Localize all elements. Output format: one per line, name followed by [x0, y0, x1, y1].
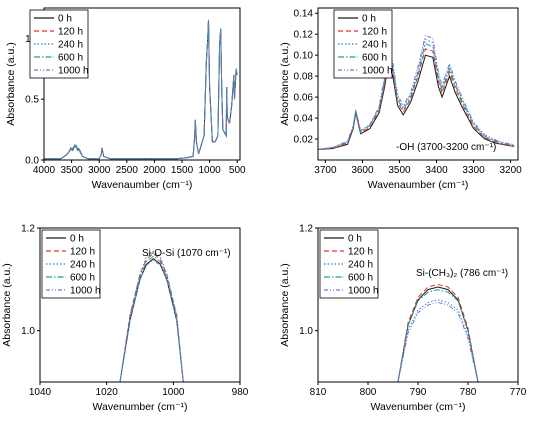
- x-tick-label: 1000: [162, 387, 185, 398]
- series-line-240h: [119, 250, 184, 382]
- x-tick-label: 3600: [351, 165, 374, 176]
- y-tick-label: 1.2: [21, 224, 35, 235]
- legend-entry: 600 h: [58, 53, 83, 64]
- x-tick-label: 980: [232, 387, 249, 398]
- chart-panel-bottom-left: 1040 1020 1000 980 1.0 1.2 Wavenumber (cm⁻¹) Ab…: [1, 224, 249, 414]
- x-tick-label: 3400: [425, 165, 448, 176]
- series-line-1000h: [318, 34, 515, 150]
- x-tick-label: 810: [310, 387, 327, 398]
- legend-entry: 120 h: [362, 27, 387, 38]
- x-tick-label: 1500: [171, 165, 194, 176]
- legend-entry: 240 h: [348, 260, 373, 271]
- legend-entry: 1000 h: [70, 286, 101, 297]
- x-tick-label: 790: [410, 387, 427, 398]
- chart-panel-top-left: 40003500300025002000150010005000.00.51.0…: [5, 7, 246, 191]
- y-tick-label: 1.2: [299, 224, 313, 235]
- legend-entry: 1000 h: [348, 286, 379, 297]
- plot-frame: [317, 7, 519, 161]
- series-line-600h: [119, 255, 184, 382]
- legend-entry: 120 h: [70, 247, 95, 258]
- legend: 0 h 120 h 240 h 600 h 1000 h: [41, 229, 101, 299]
- y-tick-label: 0.08: [294, 72, 314, 83]
- annotation-label: Si-O-Si (1070 cm⁻¹): [142, 248, 231, 259]
- series-line-120h: [397, 283, 479, 382]
- plot-frame: [39, 227, 241, 383]
- x-tick-label: 770: [510, 387, 527, 398]
- legend-entry: 600 h: [362, 53, 387, 64]
- legend-entry: 0 h: [362, 14, 376, 25]
- y-axis-label: Absorbance (a.u.): [5, 42, 17, 125]
- x-axis-label: Wavenaumber (cm⁻¹): [92, 179, 193, 191]
- x-tick-label: 3200: [499, 165, 522, 176]
- legend-entry: 0 h: [348, 234, 362, 245]
- y-tick-label: 0.5: [25, 95, 39, 106]
- y-tick-label: 0.10: [294, 51, 314, 62]
- legend-entry: 600 h: [70, 273, 95, 284]
- x-tick-label: 3500: [388, 165, 411, 176]
- legend-entry: 1000 h: [362, 66, 393, 77]
- x-tick-label: 2000: [143, 165, 166, 176]
- legend-box: [41, 229, 101, 299]
- y-axis-label: Absorbance (a.u.): [1, 263, 13, 346]
- legend-entry: 0 h: [70, 234, 84, 245]
- x-axis-label: Wavenumber (cm⁻¹): [93, 401, 188, 413]
- y-tick-label: 0.0: [25, 156, 39, 167]
- y-tick-label: 0.04: [294, 114, 314, 125]
- x-tick-label: 3500: [60, 165, 83, 176]
- legend-entry: 240 h: [58, 40, 83, 51]
- legend-entry: 240 h: [70, 260, 95, 271]
- legend-entry: 600 h: [348, 273, 373, 284]
- x-tick-label: 1040: [29, 387, 52, 398]
- legend: 0 h 120 h 240 h 600 h 1000 h: [319, 229, 379, 299]
- y-tick-label: 0.02: [294, 135, 314, 146]
- x-tick-label: 2500: [116, 165, 139, 176]
- legend-entry: 0 h: [58, 14, 72, 25]
- legend-entry: 240 h: [362, 40, 387, 51]
- x-tick-label: 800: [360, 387, 377, 398]
- plot-frame: [43, 7, 241, 161]
- x-tick-label: 3000: [88, 165, 111, 176]
- series-line-600h: [44, 20, 238, 160]
- series-line-1000h: [119, 259, 184, 382]
- y-tick-label: 0.06: [294, 93, 314, 104]
- legend: 0 h 120 h 240 h 600 h 1000 h: [29, 9, 89, 79]
- legend-box: [319, 229, 379, 299]
- legend-entry: 120 h: [58, 27, 83, 38]
- x-tick-label: 500: [229, 165, 246, 176]
- x-tick-label: 780: [460, 387, 477, 398]
- series-line-600h: [397, 289, 479, 382]
- series-line-1000h: [397, 301, 479, 382]
- legend-box: [29, 9, 89, 79]
- x-tick-label: 3300: [462, 165, 485, 176]
- x-tick-label: 1000: [199, 165, 222, 176]
- series-line-120h: [318, 48, 515, 150]
- x-tick-label: 3700: [314, 165, 337, 176]
- y-tick-label: 0.14: [294, 9, 314, 20]
- x-tick-label: 1020: [96, 387, 119, 398]
- annotation-label: -OH (3700-3200 cm⁻¹): [396, 142, 496, 153]
- y-tick-label: 0.12: [294, 30, 314, 41]
- legend: 0 h 120 h 240 h 600 h 1000 h: [333, 9, 393, 79]
- series-line-120h: [119, 253, 184, 382]
- annotation-label: Si-(CH₃)₂ (786 cm⁻¹): [416, 268, 508, 279]
- legend-box: [333, 9, 393, 79]
- chart-panel-bottom-right: 810 800 790 780 770 1.0 1.2 Wavenumber (cm⁻¹) Ab…: [279, 224, 527, 414]
- x-tick-label: 4000: [33, 165, 56, 176]
- x-axis-label: Wavenumber (cm⁻¹): [371, 401, 466, 413]
- y-tick-label: 1.0: [21, 326, 35, 337]
- series-line-240h: [397, 299, 479, 382]
- y-axis-label: Absorbance (a.u.): [279, 42, 291, 125]
- y-tick-label: 1.0: [299, 326, 313, 337]
- y-axis-label: Absorbance (a.u.): [279, 263, 291, 346]
- legend-entry: 1000 h: [58, 66, 89, 77]
- legend-entry: 120 h: [348, 247, 373, 258]
- x-axis-label: Wavenaumber (cm⁻¹): [368, 179, 469, 191]
- chart-panel-top-right: 3700 3600 3500 3400 3300 3200 0.02 0.04 0.06 0.08…: [279, 7, 522, 191]
